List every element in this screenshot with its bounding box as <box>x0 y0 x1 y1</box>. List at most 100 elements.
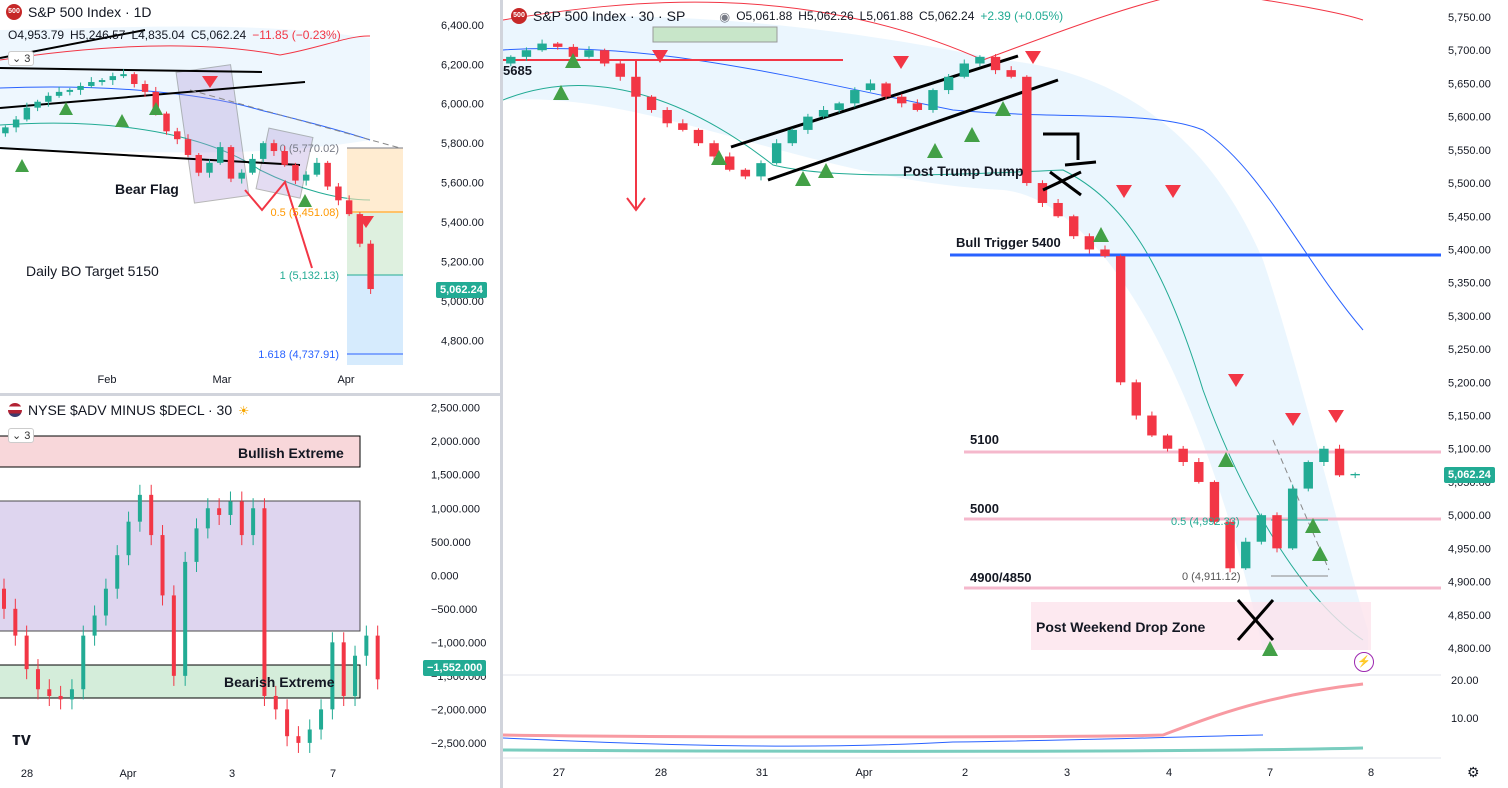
settings-gear-icon[interactable]: ⚙ <box>1467 764 1480 780</box>
breadth-bar <box>92 615 97 636</box>
main-candle <box>553 43 563 47</box>
main-drawn-cross <box>1042 170 1082 197</box>
breadth-bar <box>217 508 222 515</box>
daily-candle <box>259 143 267 159</box>
daily-candle <box>34 101 41 108</box>
daily-candle <box>313 162 321 175</box>
main-down-arrow-icon <box>1228 374 1244 387</box>
breadth-bullish-box <box>0 435 361 468</box>
main-di-line <box>503 746 1364 753</box>
daily-open: O4,953.79 <box>8 28 65 42</box>
main-chart-pane[interactable]: 5,750.00 5,700.00 5,650.00 5,600.00 5,550.00… <box>503 0 1508 788</box>
daily-indicators-toggle[interactable]: ⌄ 3 <box>8 51 35 66</box>
main-drop-arrow-head <box>626 197 646 212</box>
main-candle <box>1115 256 1126 383</box>
daily-chart-canvas[interactable]: 0 (5,770.02) 0.5 (5,451.08) 1 (5,132.13) 1.… <box>0 0 500 393</box>
daily-candle <box>141 84 149 92</box>
main-candle <box>818 109 829 117</box>
breadth-bullish-label: Bullish Extreme <box>238 445 344 461</box>
main-adx-tick: 20.00 <box>1451 675 1479 687</box>
main-down-arrow-icon <box>1025 51 1041 64</box>
daily-candle <box>324 162 331 187</box>
main-candle <box>615 63 625 77</box>
pane-divider-vertical[interactable] <box>500 0 503 788</box>
main-candle <box>1256 515 1267 542</box>
breadth-chart-canvas[interactable]: 2,500.000 2,000.000 1,500.000 1,000.000 500.… <box>0 396 500 788</box>
breadth-indicator-count: 3 <box>24 430 31 442</box>
breadth-bearish-box <box>0 664 361 699</box>
main-y-tick: 5,100.00 <box>1448 444 1491 456</box>
main-chart-canvas[interactable]: 5,750.00 5,700.00 5,650.00 5,600.00 5,550.00… <box>503 0 1508 788</box>
daily-up-arrow-icon <box>115 114 129 127</box>
main-price-tag: 5,062.24 <box>1444 467 1495 483</box>
main-candle <box>1225 521 1235 569</box>
daily-chart-pane[interactable]: 0 (5,770.02) 0.5 (5,451.08) 1 (5,132.13) 1.… <box>0 0 500 393</box>
main-y-tick: 5,300.00 <box>1448 311 1491 323</box>
main-up-arrow-icon <box>964 127 980 142</box>
breadth-chart-pane[interactable]: 2,500.000 2,000.000 1,500.000 1,000.000 500.… <box>0 396 500 788</box>
main-candle <box>897 96 907 104</box>
main-candle <box>693 129 704 144</box>
breadth-y-tick: 2,500.000 <box>431 403 480 415</box>
main-symbol-title[interactable]: S&P 500 Index · 30 · SP <box>533 8 686 24</box>
main-candle <box>1131 382 1141 416</box>
daily-symbol-title[interactable]: S&P 500 Index · 1D <box>28 4 152 20</box>
main-candle <box>725 156 735 170</box>
main-header: 500 S&P 500 Index · 30 · SP ◉ O5,061.88 … <box>511 8 1063 24</box>
main-up-arrow-icon <box>553 85 569 100</box>
breadth-x-tick: 3 <box>229 768 235 780</box>
pane-divider-horizontal[interactable] <box>0 393 500 396</box>
breadth-bar <box>319 709 324 730</box>
main-candle <box>740 169 751 177</box>
main-di-line <box>503 734 1264 747</box>
breadth-x-tick: 7 <box>330 768 336 780</box>
main-candle <box>1147 415 1157 436</box>
daily-candle <box>195 154 202 173</box>
daily-candle <box>292 164 299 181</box>
main-zone-box <box>652 26 778 43</box>
daily-up-arrow-icon <box>59 102 73 115</box>
main-drawn-cross <box>1236 599 1275 641</box>
main-low: L5,061.88 <box>859 9 914 23</box>
daily-bear-flag-label: Bear Flag <box>115 181 179 197</box>
breadth-y-tick: 500.000 <box>431 537 471 549</box>
flash-icon[interactable]: ⚡ <box>1354 652 1374 672</box>
main-candle <box>1053 202 1063 217</box>
main-up-arrow-icon <box>927 143 943 158</box>
main-down-arrow-icon <box>1328 410 1344 423</box>
breadth-bar <box>273 695 278 710</box>
daily-y-tick: 5,200.00 <box>441 256 484 268</box>
eye-icon[interactable]: ◉ <box>719 9 731 24</box>
daily-y-tick: 5,000.00 <box>441 296 484 308</box>
breadth-bar <box>47 689 52 696</box>
daily-candle <box>281 151 288 165</box>
main-y-tick: 5,500.00 <box>1448 178 1491 190</box>
main-5685-label: 5685 <box>503 63 532 78</box>
daily-y-tick: 5,400.00 <box>441 217 484 229</box>
main-x-tick: Apr <box>855 767 872 779</box>
main-5100-label: 5100 <box>970 432 999 447</box>
daily-y-tick: 5,800.00 <box>441 138 484 150</box>
daily-candle <box>131 74 138 84</box>
main-adx-line <box>503 682 1364 739</box>
main-down-arrow-icon <box>893 56 909 69</box>
main-y-tick: 4,900.00 <box>1448 577 1491 589</box>
main-candle <box>599 50 610 64</box>
main-candle <box>959 63 969 77</box>
breadth-title[interactable]: NYSE $ADV MINUS $DECL · 30 <box>28 402 233 418</box>
daily-indicator-count: 3 <box>24 53 31 65</box>
daily-price-axis <box>404 0 500 393</box>
tradingview-logo-icon[interactable]: ᴛᴠ <box>12 729 31 749</box>
chevron-down-icon: ⌄ <box>12 53 22 65</box>
breadth-bar <box>330 642 335 710</box>
daily-header: 500 S&P 500 Index · 1D <box>6 4 151 20</box>
daily-x-tick: Mar <box>213 374 232 386</box>
main-candle <box>1319 448 1329 463</box>
main-candle <box>1209 481 1220 522</box>
daily-candle <box>227 147 235 179</box>
breadth-indicators-toggle[interactable]: ⌄ 3 <box>8 428 35 443</box>
main-candle <box>1241 541 1251 569</box>
breadth-bar <box>183 561 188 676</box>
main-candle <box>631 76 641 97</box>
main-drop-zone-label: Post Weekend Drop Zone <box>1036 619 1206 635</box>
